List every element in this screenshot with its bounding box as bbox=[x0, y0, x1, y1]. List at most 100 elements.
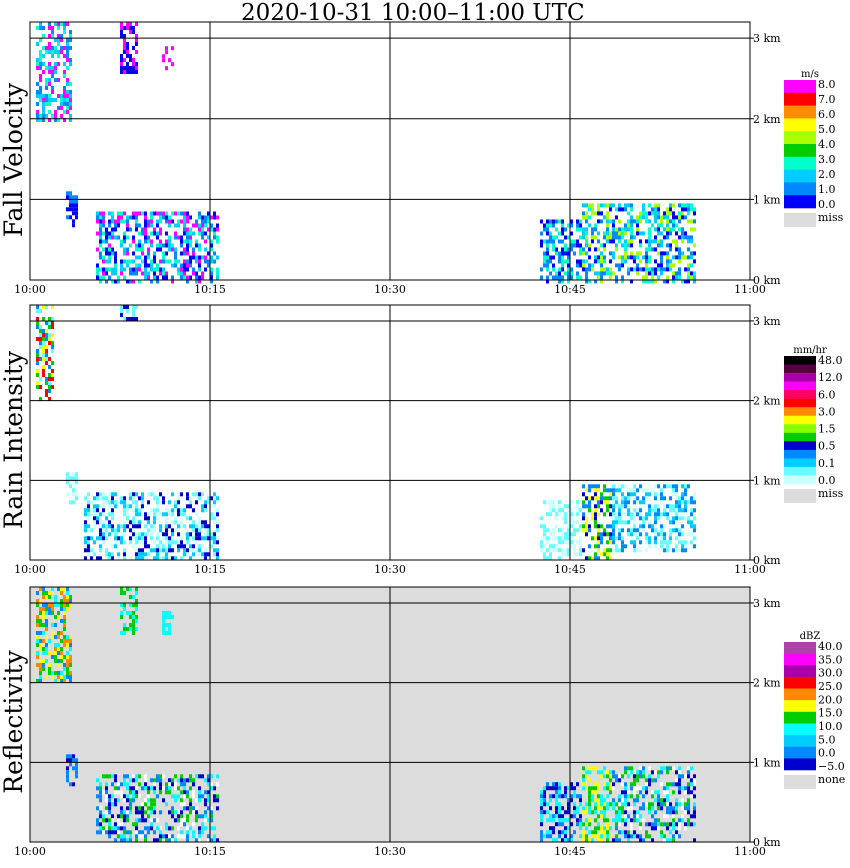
data-cell bbox=[207, 834, 210, 839]
data-cell bbox=[192, 834, 195, 839]
data-cell bbox=[678, 822, 681, 827]
data-cell bbox=[171, 548, 174, 553]
data-cell bbox=[159, 790, 162, 795]
data-cell bbox=[57, 611, 60, 615]
data-cell bbox=[582, 774, 585, 779]
data-cell bbox=[648, 822, 651, 827]
data-cell bbox=[186, 826, 189, 831]
data-cell bbox=[108, 810, 111, 815]
data-cell bbox=[105, 235, 108, 240]
data-cell bbox=[51, 631, 54, 635]
data-cell bbox=[684, 548, 687, 553]
data-cell bbox=[60, 102, 63, 106]
data-cell bbox=[156, 500, 159, 505]
data-cell bbox=[606, 239, 609, 244]
data-cell bbox=[654, 259, 657, 264]
data-cell bbox=[693, 492, 696, 497]
data-cell bbox=[120, 54, 123, 58]
data-cell bbox=[684, 774, 687, 779]
data-cell bbox=[114, 227, 117, 232]
data-cell bbox=[627, 532, 630, 537]
data-cell bbox=[174, 211, 177, 216]
data-cell bbox=[543, 528, 546, 533]
data-cell bbox=[639, 484, 642, 489]
data-cell bbox=[678, 786, 681, 791]
data-cell bbox=[627, 528, 630, 533]
data-cell bbox=[57, 603, 60, 607]
data-cell bbox=[102, 814, 105, 819]
data-cell bbox=[66, 607, 69, 611]
data-cell bbox=[540, 818, 543, 823]
data-cell bbox=[150, 508, 153, 513]
data-cell bbox=[171, 826, 174, 831]
data-cell bbox=[576, 271, 579, 276]
data-cell bbox=[138, 243, 141, 248]
data-cell bbox=[543, 251, 546, 256]
data-cell bbox=[156, 504, 159, 509]
data-cell bbox=[171, 794, 174, 799]
data-cell bbox=[669, 227, 672, 232]
data-cell bbox=[540, 822, 543, 827]
data-cell bbox=[186, 814, 189, 819]
data-cell bbox=[126, 219, 129, 224]
data-cell bbox=[600, 255, 603, 260]
data-cell bbox=[564, 548, 567, 553]
data-cell bbox=[135, 826, 138, 831]
legend-missing-label: miss bbox=[818, 487, 844, 500]
data-cell bbox=[687, 798, 690, 803]
data-cell bbox=[162, 532, 165, 537]
data-cell bbox=[174, 508, 177, 513]
data-cell bbox=[630, 203, 633, 208]
data-cell bbox=[183, 806, 186, 811]
data-cell bbox=[99, 512, 102, 517]
data-cell bbox=[180, 834, 183, 839]
data-cell bbox=[45, 349, 48, 353]
legend-missing-label: miss bbox=[818, 211, 844, 224]
data-cell bbox=[117, 798, 120, 803]
data-cell bbox=[51, 317, 54, 321]
data-cell bbox=[609, 786, 612, 791]
data-cell bbox=[39, 333, 42, 337]
data-cell bbox=[672, 255, 675, 260]
data-cell bbox=[579, 794, 582, 799]
data-cell bbox=[60, 106, 63, 110]
data-cell bbox=[582, 528, 585, 533]
data-cell bbox=[642, 207, 645, 212]
data-cell bbox=[615, 802, 618, 807]
data-cell bbox=[114, 822, 117, 827]
data-cell bbox=[129, 798, 132, 803]
data-cell bbox=[597, 231, 600, 236]
data-cell bbox=[543, 536, 546, 541]
legend-label: 10.0 bbox=[818, 720, 843, 733]
data-cell bbox=[102, 528, 105, 533]
data-cell bbox=[138, 239, 141, 244]
data-cell bbox=[45, 627, 48, 631]
data-cell bbox=[645, 516, 648, 521]
data-cell bbox=[90, 528, 93, 533]
data-cell bbox=[135, 774, 138, 779]
legend-swatch bbox=[784, 449, 816, 459]
data-cell bbox=[105, 798, 108, 803]
data-cell bbox=[675, 802, 678, 807]
legend-label: 12.0 bbox=[818, 371, 843, 384]
data-cell bbox=[546, 782, 549, 787]
data-cell bbox=[51, 321, 54, 325]
data-cell bbox=[570, 782, 573, 787]
data-cell bbox=[630, 782, 633, 787]
data-cell bbox=[123, 798, 126, 803]
data-cell bbox=[138, 556, 141, 561]
data-cell bbox=[582, 524, 585, 529]
data-cell bbox=[603, 528, 606, 533]
data-cell bbox=[213, 227, 216, 232]
data-cell bbox=[66, 22, 69, 26]
data-cell bbox=[120, 838, 123, 843]
data-cell bbox=[96, 536, 99, 541]
data-cell bbox=[543, 259, 546, 264]
data-cell bbox=[630, 516, 633, 521]
data-cell bbox=[603, 532, 606, 537]
data-cell bbox=[567, 255, 570, 260]
data-cell bbox=[69, 46, 72, 50]
y-tick-label: 1 km bbox=[753, 193, 781, 206]
data-cell bbox=[693, 524, 696, 529]
data-cell bbox=[594, 766, 597, 771]
